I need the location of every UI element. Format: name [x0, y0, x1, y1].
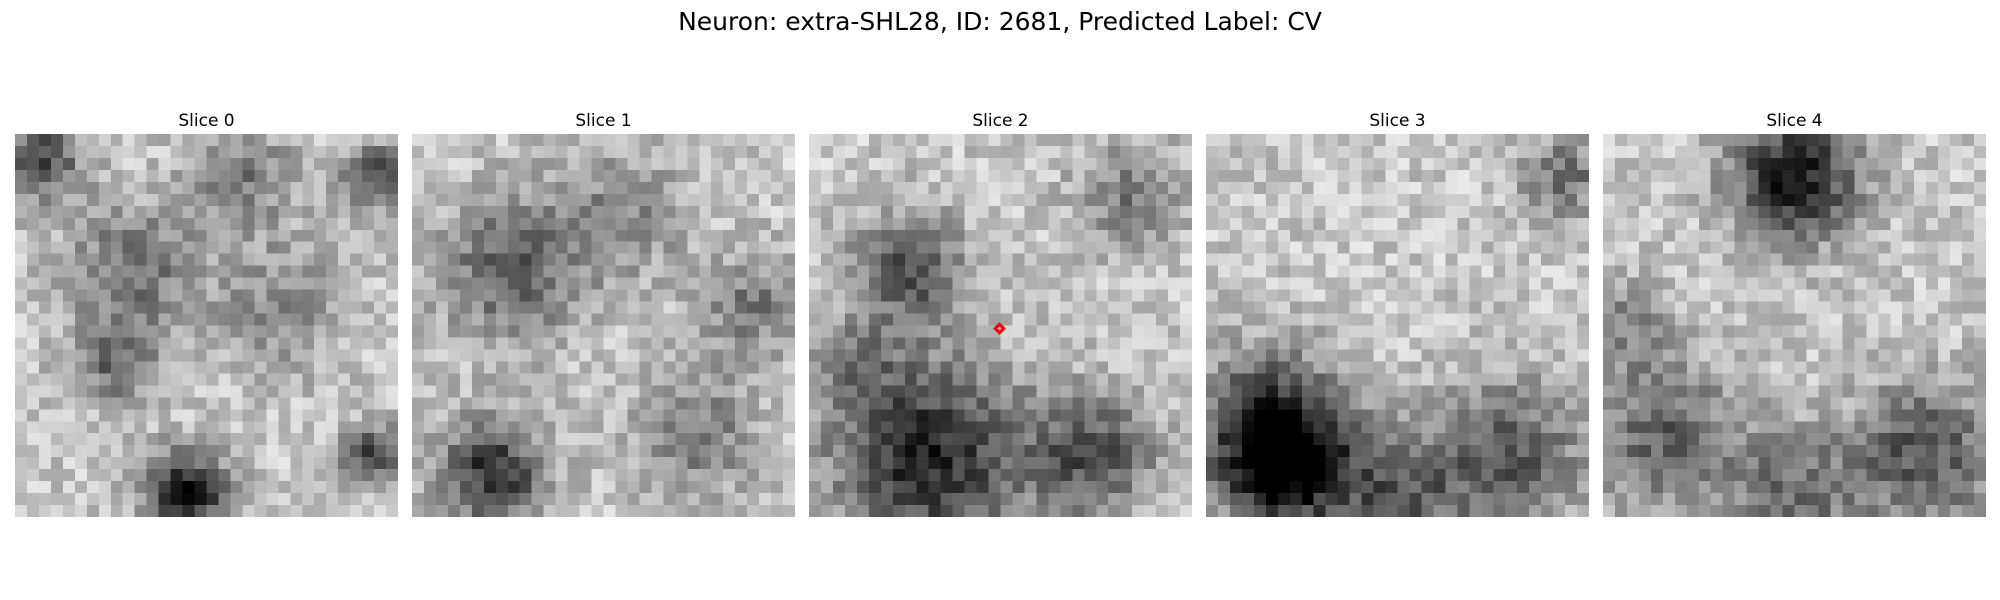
slice-title: Slice 4: [1766, 111, 1823, 131]
slice-image: [15, 134, 398, 517]
slice-title: Slice 2: [972, 111, 1029, 131]
slice-canvas: [412, 134, 795, 517]
slice-canvas: [1603, 134, 1986, 517]
slice-canvas: [1206, 134, 1589, 517]
slice-image: [412, 134, 795, 517]
slice-panel-0: Slice 0: [15, 108, 398, 517]
slice-panel-4: Slice 4: [1603, 108, 1986, 517]
slice-title: Slice 0: [178, 111, 235, 131]
slice-canvas: [809, 134, 1192, 517]
slice-panel-3: Slice 3: [1206, 108, 1589, 517]
slice-panel-2: Slice 2: [809, 108, 1192, 517]
slice-title: Slice 1: [575, 111, 632, 131]
slice-title: Slice 3: [1369, 111, 1426, 131]
slice-canvas: [15, 134, 398, 517]
slice-image: [1603, 134, 1986, 517]
slice-image: [1206, 134, 1589, 517]
figure-title: Neuron: extra-SHL28, ID: 2681, Predicted…: [678, 7, 1322, 36]
slice-panel-1: Slice 1: [412, 108, 795, 517]
slice-image: [809, 134, 1192, 517]
